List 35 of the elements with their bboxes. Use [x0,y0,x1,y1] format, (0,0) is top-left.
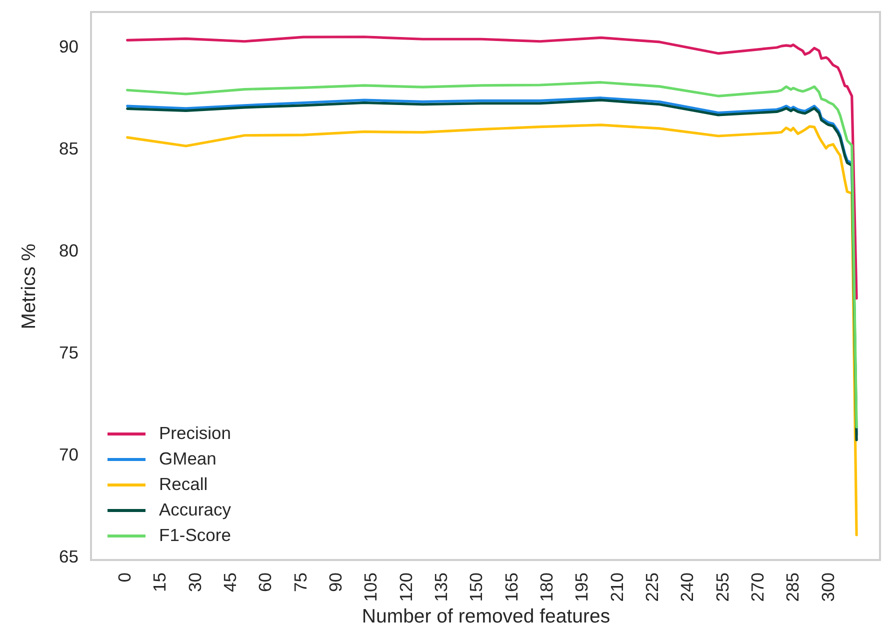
legend-label: Accuracy [159,500,232,520]
x-tick-label: 15 [150,572,170,592]
x-tick-label: 180 [536,572,557,602]
y-tick-label: 80 [59,240,79,261]
x-tick-label: 255 [712,572,732,602]
y-tick-label: 90 [59,36,79,57]
x-tick-label: 105 [360,572,381,602]
x-tick-label: 90 [326,572,346,592]
legend-label: F1-Score [159,525,231,545]
x-tick-label: 0 [114,572,134,582]
y-tick-label: 70 [59,444,79,464]
y-tick-label: 75 [59,342,78,362]
legend-label: Recall [159,474,208,494]
x-tick-label: 75 [290,572,310,592]
x-tick-label: 135 [431,572,452,602]
x-tick-label: 60 [255,572,276,592]
x-tick-label: 210 [606,572,627,602]
y-axis-title: Metrics % [18,244,40,330]
y-tick-label: 65 [59,546,78,566]
x-tick-label: 195 [572,572,592,602]
legend-label: GMean [159,448,216,468]
x-tick-label: 165 [501,572,522,602]
x-tick-label: 225 [642,572,662,602]
y-tick-label: 85 [59,138,78,159]
x-tick-label: 300 [818,572,838,602]
x-tick-label: 120 [396,572,416,602]
line-series [126,36,858,300]
x-axis-title: Number of removed features [362,606,610,627]
x-tick-label: 30 [184,572,205,592]
x-tick-label: 285 [782,572,803,602]
legend-label: Precision [159,423,231,443]
x-tick-label: 270 [748,572,768,602]
x-tick-label: 45 [220,572,240,592]
x-tick-label: 150 [466,572,486,602]
x-tick-label: 240 [677,572,698,602]
